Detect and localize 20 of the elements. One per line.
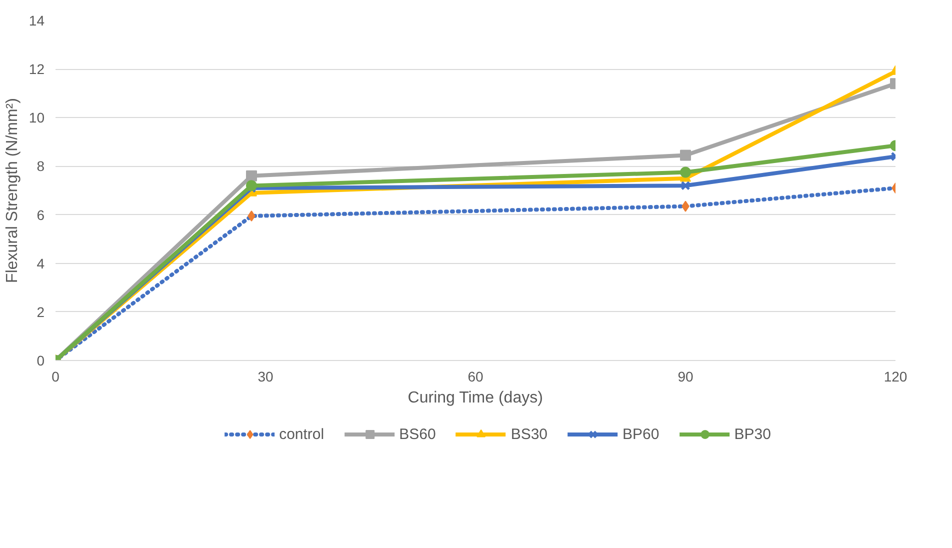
y-tick-label: 10 xyxy=(28,110,45,126)
y-axis-title: Flexural Strength (N/mm²) xyxy=(4,98,21,283)
x-tick-label: 120 xyxy=(884,368,908,384)
y-tick-label: 6 xyxy=(36,206,45,223)
x-tick-label: 60 xyxy=(468,368,484,384)
y-tick-label: 12 xyxy=(28,61,45,78)
y-tick-label: 14 xyxy=(28,12,45,28)
legend-label: BP60 xyxy=(622,426,660,442)
x-tick-label: 30 xyxy=(258,368,274,384)
y-tick-label: 0 xyxy=(36,352,45,368)
legend-label: control xyxy=(279,426,324,442)
legend-label: BS30 xyxy=(510,426,548,442)
x-tick-label: 0 xyxy=(52,368,60,384)
y-tick-label: 4 xyxy=(36,255,45,272)
x-tick-label: 90 xyxy=(678,368,694,384)
x-axis-title: Curing Time (days) xyxy=(408,390,543,406)
y-tick-label: 2 xyxy=(36,304,45,320)
y-tick-label: 8 xyxy=(36,158,45,174)
legend-label: BP30 xyxy=(734,426,771,442)
legend-label: BS60 xyxy=(399,426,436,442)
